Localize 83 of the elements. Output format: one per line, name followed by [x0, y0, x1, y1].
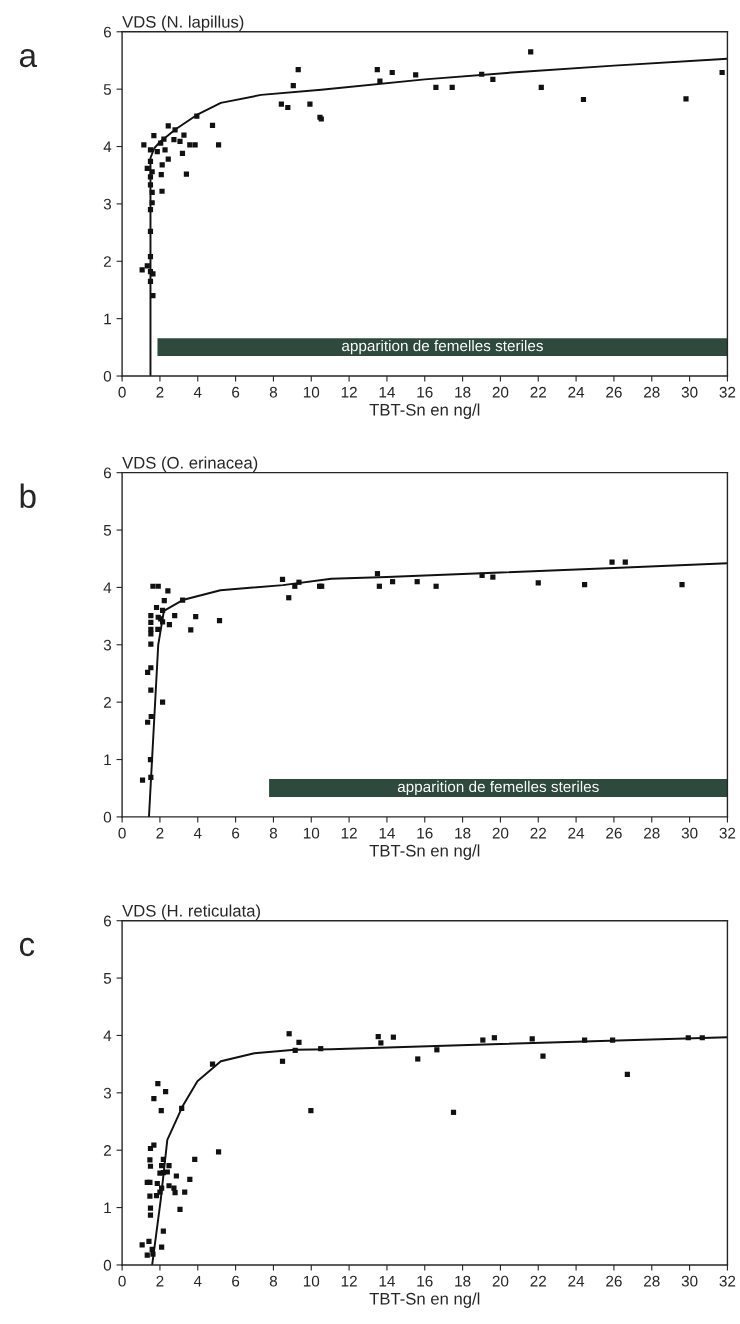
chart-title: VDS (O. erinacea)	[122, 456, 258, 472]
x-tick-label: 8	[269, 1275, 278, 1287]
y-tick-label: 6	[103, 26, 112, 38]
y-tick-label: 1	[104, 754, 111, 766]
x-tick-label: 6	[232, 827, 240, 839]
x-tick-label: 32	[719, 827, 736, 839]
x-tick-label: 18	[455, 1275, 471, 1287]
x-tick-label: 4	[193, 1275, 202, 1287]
x-tick-label: 12	[341, 386, 357, 398]
x-tick-label: 26	[606, 386, 622, 398]
text: a	[19, 48, 38, 68]
x-tick-label: 26	[606, 1275, 622, 1287]
y-tick-label: 3	[103, 1087, 112, 1099]
x-axis-title: TBT-Sn en ng/l	[369, 403, 480, 419]
y-tick-label: 0	[103, 1259, 112, 1271]
x-tick-label: 8	[269, 827, 278, 839]
x-tick-label: 28	[644, 1275, 660, 1287]
y-tick-label: 2	[103, 697, 111, 708]
y-tick-label: 5	[103, 973, 112, 984]
y-tick-label: 2	[103, 1145, 111, 1156]
x-tick-label: 2	[156, 827, 164, 839]
y-tick-label: 6	[103, 467, 112, 479]
x-tick-label: 6	[232, 386, 240, 398]
x-tick-label: 10	[303, 827, 320, 839]
x-tick-label: 20	[492, 1275, 509, 1287]
x-tick-label: 14	[379, 827, 395, 839]
y-tick-label: 0	[103, 811, 112, 823]
x-tick-label: 24	[568, 1275, 585, 1287]
x-tick-label: 32	[719, 386, 736, 398]
x-tick-label: 30	[681, 386, 698, 398]
x-tick-label: 18	[455, 386, 471, 398]
x-tick-label: 0	[118, 827, 126, 839]
x-tick-label: 16	[417, 827, 433, 839]
x-tick-label: 4	[193, 827, 202, 839]
x-tick-label: 0	[118, 1275, 126, 1287]
y-tick-label: 5	[103, 84, 112, 95]
x-tick-label: 26	[606, 827, 622, 839]
x-tick-label: 28	[644, 386, 660, 398]
x-tick-label: 12	[341, 827, 357, 839]
x-tick-label: 16	[417, 1275, 433, 1287]
y-tick-label: 6	[103, 915, 112, 927]
x-tick-label: 14	[379, 386, 395, 398]
y-tick-label: 1	[104, 1202, 111, 1214]
y-tick-label: 0	[103, 370, 112, 382]
band-label: apparition de femelles steriles	[342, 339, 543, 355]
x-tick-label: 28	[644, 827, 660, 839]
chart-title: VDS (H. reticulata)	[122, 904, 260, 920]
y-tick-label: 3	[103, 198, 112, 210]
x-tick-label: 22	[530, 827, 546, 839]
x-tick-label: 30	[681, 827, 698, 839]
x-tick-label: 10	[303, 1275, 320, 1287]
x-tick-label: 12	[341, 1275, 357, 1287]
y-tick-label: 2	[103, 256, 111, 267]
text: b	[20, 483, 36, 509]
x-tick-label: 22	[530, 1275, 546, 1287]
band-label: apparition de femelles steriles	[397, 780, 599, 796]
y-tick-label: 5	[103, 525, 112, 536]
x-tick-label: 22	[530, 386, 546, 398]
x-tick-label: 30	[681, 1275, 698, 1287]
x-tick-label: 2	[156, 386, 164, 398]
y-tick-label: 4	[103, 582, 112, 593]
x-tick-label: 24	[568, 827, 585, 839]
y-tick-label: 1	[104, 313, 111, 325]
x-tick-label: 4	[193, 386, 202, 398]
x-tick-label: 20	[492, 386, 509, 398]
x-tick-label: 6	[232, 1275, 240, 1287]
y-tick-label: 4	[103, 1030, 112, 1041]
x-tick-label: 8	[269, 386, 278, 398]
x-tick-label: 14	[379, 1275, 395, 1287]
x-axis-title: TBT-Sn en ng/l	[369, 844, 480, 860]
chart-title: VDS (N. lapillus)	[122, 15, 244, 32]
y-tick-label: 3	[103, 639, 112, 651]
x-tick-label: 18	[455, 827, 471, 839]
x-tick-label: 16	[417, 386, 433, 398]
x-tick-label: 32	[719, 1275, 736, 1287]
x-tick-label: 10	[303, 386, 320, 398]
x-tick-label: 0	[118, 386, 126, 398]
y-tick-label: 4	[103, 141, 112, 153]
x-axis-title: TBT-Sn en ng/l	[369, 1292, 480, 1308]
text: c	[19, 937, 35, 957]
x-tick-label: 2	[156, 1275, 164, 1287]
x-tick-label: 20	[492, 827, 509, 839]
x-tick-label: 24	[568, 386, 585, 398]
